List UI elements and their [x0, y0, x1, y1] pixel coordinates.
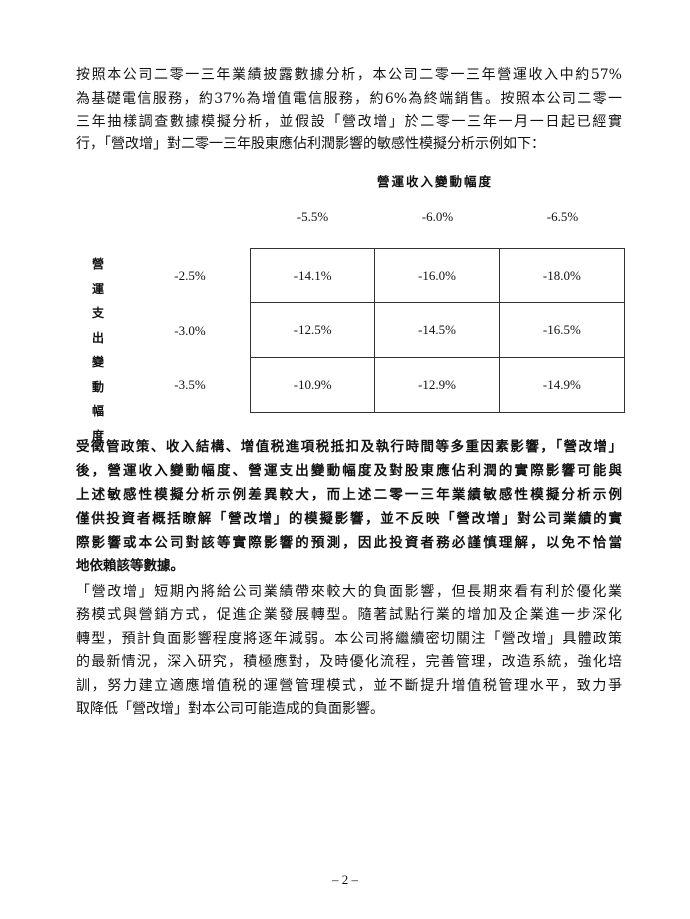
table-cell: -16.0% [375, 249, 500, 304]
table-cell: -12.9% [375, 357, 500, 412]
table-cell: -18.0% [499, 249, 624, 304]
table-cell: -10.9% [251, 357, 376, 412]
page-number: – 2 – [332, 872, 358, 887]
table-cell: -12.5% [251, 303, 376, 358]
column-header: -5.5% [296, 209, 329, 224]
column-header: -6.5% [546, 209, 579, 224]
row-header: -3.0% [174, 323, 206, 338]
text-line: 轉型，預計負面影響程度將逐年減弱。本公司將繼續密切關注「營改增」具體政策 [76, 631, 622, 647]
text-line: 際影響或本公司對該等實際影響的預測，因此投資者務必謹慎理解，以免不恰當 [76, 535, 622, 551]
text-line: 後，營運收入變動幅度、營運支出變動幅度及對股東應佔利潤的實際影響可能與 [76, 463, 622, 479]
row-group-title: 營 運 支 出 變 動 幅 度 [90, 252, 106, 448]
row-title-char: 動 [91, 379, 104, 394]
text-line: 地依賴該等數據。 [76, 558, 184, 574]
table-cell: -14.1% [251, 249, 376, 304]
table-cell: -14.5% [375, 303, 500, 358]
table-grid: -14.1% -16.0% -18.0% -12.5% -14.5% -16.5… [250, 248, 625, 413]
row-header: -2.5% [174, 268, 206, 283]
text-line: 「營改增」短期內將給公司業績帶來較大的負面影響，但長期來看有利於優化業 [76, 584, 622, 600]
text-line: 行，「營改增」對二零一三年股東應佔利潤影響的敏感性模擬分析示例如下： [76, 136, 545, 152]
row-title-char: 營 [91, 257, 104, 271]
row-title-char: 變 [91, 355, 104, 369]
table-cell: -14.9% [542, 376, 581, 392]
text-line: 按照本公司二零一三年業績披露數據分析，本公司二零一三年營運收入中約57% [76, 67, 622, 83]
row-title-char: 度 [91, 428, 104, 443]
column-group-title: 營運收入變動幅度 [376, 175, 493, 189]
row-title-char: 支 [91, 306, 104, 320]
text-line: 上述敏感性模擬分析示例差異較大，而上述二零一三年業績敏感性模擬分析示例 [76, 487, 622, 503]
table-cell: -16.5% [499, 303, 624, 358]
row-header: -3.5% [174, 377, 206, 392]
text-line: 取降低「營改增」對本公司可能造成的負面影響。 [76, 701, 384, 717]
text-line: 三年抽樣調查數據模擬分析，並假設「營改增」於二零一三年一月一日起已經實 [76, 114, 622, 130]
text-line: 的最新情況，深入研究，積極應對，及時優化流程，完善管理，改造系統，強化培 [76, 654, 622, 670]
row-title-char: 運 [91, 281, 104, 296]
text-line: 務模式與營銷方式，促進企業發展轉型。隨著試點行業的增加及企業進一步深化 [76, 607, 622, 623]
row-title-char: 出 [91, 330, 104, 345]
text-line: 訓，努力建立適應增值税的運營管理模式，並不斷提升增值税管理水平，致力爭 [76, 678, 622, 694]
text-line: 受徵管政策、收入結構、增值税進項税抵扣及執行時間等多重因素影響，「營改增」 [76, 439, 622, 455]
text-line: 為基礎電信服務，約37%為增值電信服務，約6%為終端銷售。按照本公司二零一 [76, 91, 622, 107]
text-line: 僅供投資者概括瞭解「營改增」的模擬影響，並不反映「營改增」對公司業績的實 [76, 511, 622, 527]
row-title-char: 幅 [91, 404, 104, 418]
column-header: -6.0% [421, 209, 454, 224]
